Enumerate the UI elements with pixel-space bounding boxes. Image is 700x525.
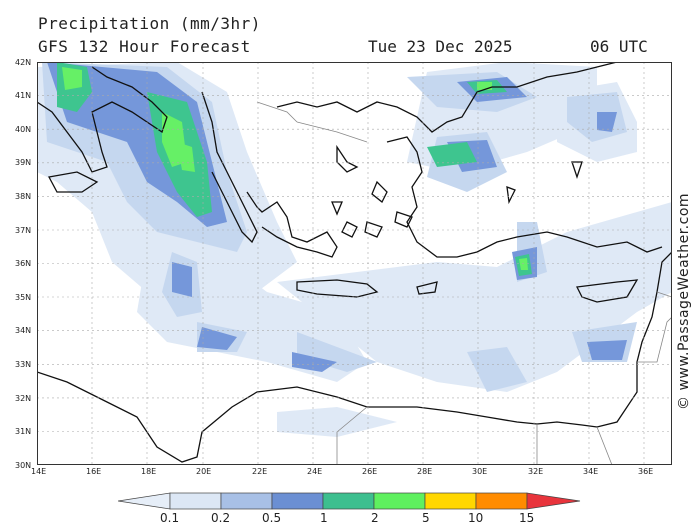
lon-label: 18E [141, 467, 157, 476]
credit-text: © www.PassageWeather.com [676, 192, 692, 410]
lat-label: 38N [15, 192, 32, 201]
lon-label: 22E [252, 467, 268, 476]
coastlines [37, 62, 672, 463]
graticule [37, 62, 672, 465]
lat-label: 40N [15, 125, 32, 134]
lat-label: 42N [15, 58, 32, 67]
lon-label: 32E [528, 467, 544, 476]
legend-swatch [118, 492, 171, 510]
lon-label: 30E [472, 467, 488, 476]
lat-label: 34N [15, 326, 32, 335]
legend-swatch [424, 492, 477, 510]
legend-swatch [526, 492, 581, 510]
legend-swatch [322, 492, 375, 510]
lon-label: 36E [638, 467, 654, 476]
legend-label: 5 [422, 511, 430, 525]
lon-label: 14E [31, 467, 47, 476]
lat-label: 41N [15, 91, 32, 100]
legend-label: 0.2 [211, 511, 231, 525]
lon-label: 26E [362, 467, 378, 476]
lat-label: 31N [15, 427, 32, 436]
forecast-time: 06 UTC [590, 37, 648, 56]
lat-label: 37N [15, 226, 32, 235]
lon-label: 16E [86, 467, 102, 476]
legend-swatch [169, 492, 222, 510]
legend-label: 0.1 [160, 511, 180, 525]
legend-label: 10 [468, 511, 484, 525]
lat-label: 36N [15, 259, 32, 268]
forecast-subtitle: GFS 132 Hour Forecast [38, 37, 251, 56]
lon-label: 28E [417, 467, 433, 476]
map-title: Precipitation (mm/3hr) [38, 14, 261, 33]
lat-label: 32N [15, 394, 32, 403]
forecast-date: Tue 23 Dec 2025 [368, 37, 513, 56]
legend-label: 15 [519, 511, 535, 525]
precip-bright [62, 67, 528, 270]
legend-label: 2 [371, 511, 379, 525]
legend-label: 1 [320, 511, 328, 525]
lon-label: 20E [196, 467, 212, 476]
lat-label: 39N [15, 158, 32, 167]
precipitation-map [37, 62, 672, 465]
country-borders [256, 101, 672, 465]
legend-swatch [271, 492, 324, 510]
legend-label: 0.5 [262, 511, 282, 525]
lon-label: 34E [583, 467, 599, 476]
legend-swatch [220, 492, 273, 510]
lat-label: 35N [15, 293, 32, 302]
lat-label: 33N [15, 360, 32, 369]
legend-colorbar [118, 492, 581, 510]
lat-label: 30N [15, 461, 32, 470]
lon-label: 24E [307, 467, 323, 476]
legend-swatch [475, 492, 528, 510]
legend-swatch [373, 492, 426, 510]
